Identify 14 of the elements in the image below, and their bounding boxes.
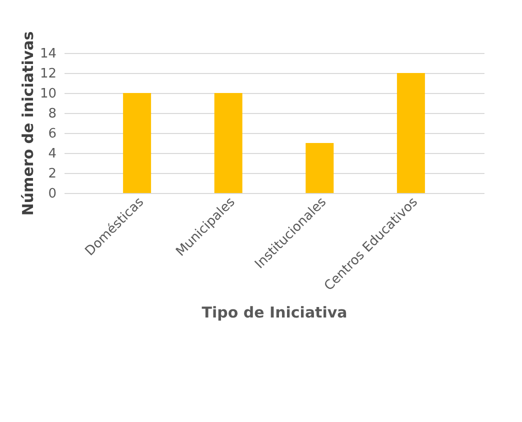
bar [214, 93, 242, 193]
y-tick-label: 8 [48, 106, 56, 122]
bar [306, 143, 334, 193]
y-tick-label: 0 [48, 186, 56, 202]
y-tick-label: 4 [48, 146, 56, 162]
y-tick-label: 2 [48, 166, 56, 182]
y-tick-label: 10 [40, 86, 56, 102]
y-tick-label: 6 [48, 126, 56, 142]
bar [396, 73, 425, 193]
y-tick-label: 12 [40, 66, 56, 82]
x-axis-title: Tipo de Iniciativa [202, 303, 348, 322]
y-axis-title: Número de iniciativas [18, 31, 37, 216]
y-tick-label: 14 [40, 46, 56, 62]
bar [123, 93, 152, 193]
